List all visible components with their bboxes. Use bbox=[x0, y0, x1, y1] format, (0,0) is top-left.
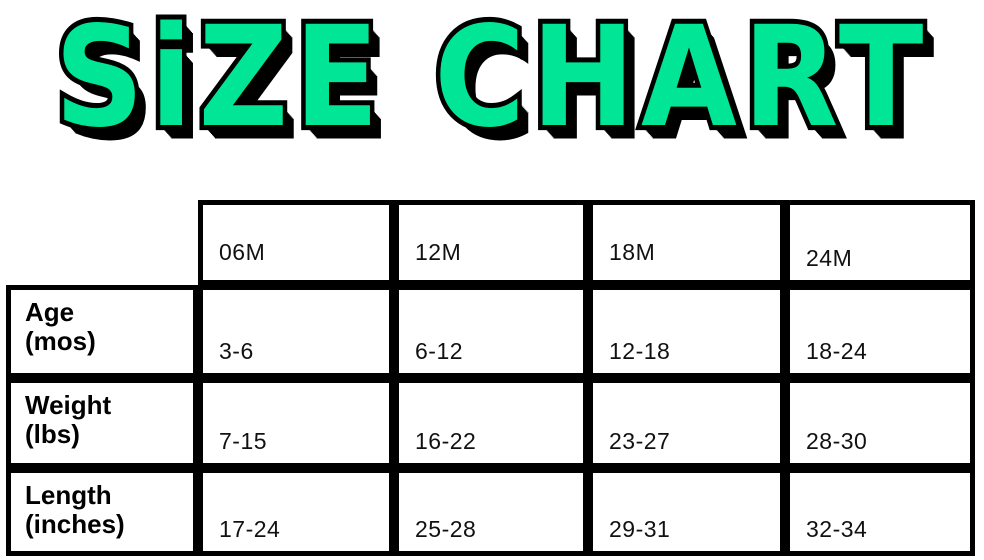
cell-value: 12-18 bbox=[609, 338, 671, 364]
row-label-name: Weight bbox=[25, 390, 112, 420]
title-area: SiZE CHART bbox=[0, 0, 984, 164]
cell-value: 25-28 bbox=[415, 516, 477, 542]
page-title: SiZE CHART bbox=[50, 0, 930, 164]
column-header-label: 18M bbox=[609, 239, 656, 265]
cell-value: 6-12 bbox=[415, 338, 464, 364]
table-header-cell-2: 18M bbox=[588, 200, 785, 285]
cell-value: 32-34 bbox=[806, 516, 868, 542]
table-header-cell-0: 06M bbox=[198, 200, 394, 285]
table-cell: 18-24 bbox=[785, 285, 975, 378]
row-label-name: Length bbox=[25, 480, 112, 510]
row-label-unit: (lbs) bbox=[25, 419, 80, 449]
cell-value: 17-24 bbox=[219, 516, 281, 542]
table-cell: 32-34 bbox=[785, 468, 975, 556]
cell-value: 28-30 bbox=[806, 428, 868, 454]
table-cell: 23-27 bbox=[588, 378, 785, 468]
table-cell: 3-6 bbox=[198, 285, 394, 378]
cell-value: 16-22 bbox=[415, 428, 477, 454]
table-cell: 16-22 bbox=[394, 378, 588, 468]
cell-value: 23-27 bbox=[609, 428, 671, 454]
row-label-text: Length (inches) bbox=[25, 481, 125, 539]
column-header-label: 24M bbox=[806, 245, 853, 271]
row-label-length: Length (inches) bbox=[6, 468, 198, 556]
table-cell: 7-15 bbox=[198, 378, 394, 468]
cell-value: 18-24 bbox=[806, 338, 868, 364]
cell-value: 3-6 bbox=[219, 338, 254, 364]
table-cell: 28-30 bbox=[785, 378, 975, 468]
table-header-cell-1: 12M bbox=[394, 200, 588, 285]
table-cell: 12-18 bbox=[588, 285, 785, 378]
row-label-text: Weight (lbs) bbox=[25, 391, 111, 449]
table-header-cell-3: 24M bbox=[785, 200, 975, 285]
table-cell: 29-31 bbox=[588, 468, 785, 556]
table-cell: 6-12 bbox=[394, 285, 588, 378]
table-cell: 25-28 bbox=[394, 468, 588, 556]
row-label-unit: (mos) bbox=[25, 326, 96, 356]
row-label-text: Age (mos) bbox=[25, 298, 96, 356]
row-label-name: Age bbox=[25, 297, 75, 327]
column-header-label: 06M bbox=[219, 239, 266, 265]
row-label-unit: (inches) bbox=[25, 509, 125, 539]
row-label-age: Age (mos) bbox=[6, 285, 198, 378]
column-header-label: 12M bbox=[415, 239, 462, 265]
table-cell: 17-24 bbox=[198, 468, 394, 556]
row-label-weight: Weight (lbs) bbox=[6, 378, 198, 468]
cell-value: 29-31 bbox=[609, 516, 671, 542]
cell-value: 7-15 bbox=[219, 428, 268, 454]
